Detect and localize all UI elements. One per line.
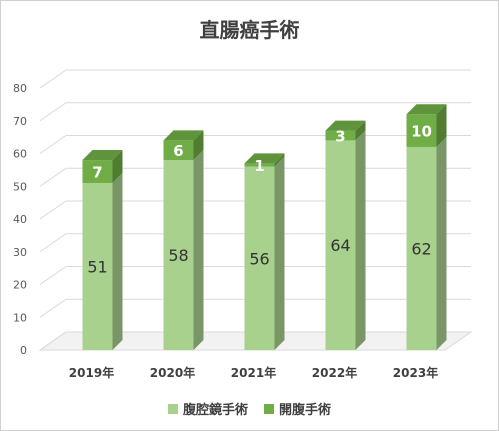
- data-label: 10: [411, 123, 432, 141]
- bar-side: [436, 104, 447, 147]
- data-label: 51: [87, 257, 107, 276]
- data-label: 1: [254, 157, 264, 175]
- y-tick-label: 50: [13, 180, 27, 193]
- gridline-depth: [39, 167, 67, 187]
- data-label: 64: [330, 236, 350, 255]
- legend: 腹腔鏡手術 開腹手術: [0, 399, 499, 418]
- y-tick-label: 80: [13, 82, 27, 95]
- x-tick-label: 2022年: [312, 365, 357, 380]
- bar-open: [325, 130, 356, 141]
- y-tick-label: 10: [13, 311, 27, 324]
- legend-label-open: 開腹手術: [279, 403, 332, 418]
- legend-item-laparoscopic: 腹腔鏡手術: [167, 399, 248, 418]
- bar-laparoscopic: [163, 160, 194, 350]
- y-tick-label: 40: [13, 213, 27, 226]
- legend-label-laparoscopic: 腹腔鏡手術: [182, 403, 248, 418]
- bar-open: [244, 163, 275, 167]
- legend-item-open: 開腹手術: [264, 399, 331, 418]
- legend-swatch-open: [264, 403, 274, 414]
- bar-side: [274, 153, 285, 167]
- x-tick-label: 2020年: [150, 365, 195, 380]
- bar-side: [112, 172, 123, 350]
- gridline-depth: [39, 266, 67, 285]
- data-label: 62: [411, 239, 431, 258]
- data-label: 56: [249, 249, 269, 268]
- gridline-depth: [39, 233, 67, 253]
- bar-side: [436, 136, 447, 350]
- bar-open: [163, 140, 194, 161]
- gridline-depth: [39, 102, 67, 122]
- gridline-depth: [39, 69, 67, 89]
- bar-open: [82, 160, 113, 183]
- y-tick-label: 30: [13, 246, 27, 259]
- data-label: 6: [173, 142, 183, 160]
- y-tick-label: 60: [13, 148, 27, 161]
- data-label: 7: [92, 164, 102, 182]
- gridline-depth: [39, 200, 67, 220]
- legend-swatch-laparoscopic: [167, 403, 178, 414]
- bar-laparoscopic: [82, 182, 113, 350]
- bar-side: [193, 130, 204, 161]
- y-tick-label: 0: [20, 344, 27, 357]
- bar-laparoscopic: [244, 166, 275, 350]
- y-tick-label: 20: [13, 279, 27, 292]
- bar-side: [112, 150, 123, 183]
- bar-top: [406, 104, 447, 115]
- x-tick-label: 2023年: [393, 365, 438, 380]
- gridline-depth: [39, 135, 67, 154]
- bar-side: [355, 120, 366, 141]
- bar-side: [355, 130, 366, 350]
- y-tick-label: 70: [13, 115, 27, 128]
- gridline-depth: [39, 298, 67, 318]
- bar-open: [406, 114, 437, 147]
- bar-laparoscopic: [325, 140, 356, 350]
- bar-side: [274, 156, 285, 350]
- bar-top: [82, 150, 123, 161]
- x-tick-label: 2021年: [231, 365, 276, 380]
- chart-title: 直腸癌手術: [199, 18, 300, 42]
- data-label: 58: [168, 246, 188, 265]
- data-label: 3: [335, 127, 345, 145]
- bar-top: [163, 130, 204, 141]
- bar-top: [325, 120, 366, 131]
- x-tick-label: 2019年: [69, 365, 114, 380]
- bar-laparoscopic: [406, 146, 437, 350]
- bar-top: [244, 153, 285, 164]
- bar-side: [193, 150, 204, 350]
